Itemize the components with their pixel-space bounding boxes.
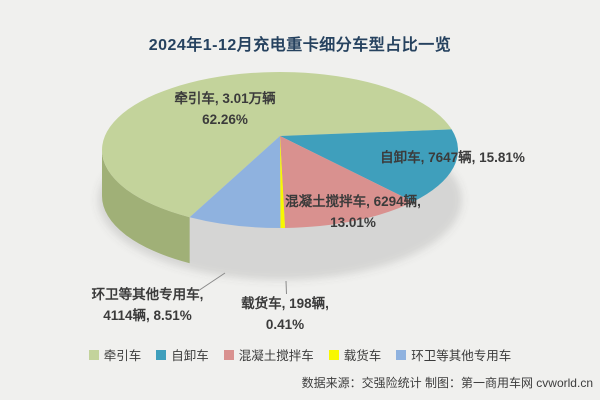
pie-slice-4 — [189, 136, 281, 229]
legend-label: 载货车 — [343, 349, 382, 363]
legend-item-3: 载货车 — [328, 345, 382, 364]
legend-item-4: 环卫等其他专用车 — [396, 345, 511, 364]
pie-slice-2 — [280, 136, 414, 228]
leader-sanitation-line — [197, 272, 226, 292]
leader-cargo-line — [285, 280, 287, 295]
legend-label: 环卫等其他专用车 — [411, 349, 512, 363]
legend-label: 混凝土搅拌车 — [238, 349, 314, 363]
legend-item-1: 自卸车 — [156, 345, 209, 364]
legend-item-2: 混凝土搅拌车 — [223, 345, 314, 364]
legend-label: 自卸车 — [171, 349, 209, 363]
legend-swatch-icon — [156, 349, 167, 360]
chart-title: 2024年1-12月充电重卡细分车型占比一览 — [148, 37, 452, 54]
label-concrete-mixer-line2: 13.01% — [330, 215, 376, 230]
label-sanitation-special-line1: 环卫等其他专用车, — [91, 287, 204, 302]
legend-swatch-icon — [223, 349, 234, 360]
label-sanitation-special-line2: 4114辆, 8.51% — [103, 308, 192, 323]
pie-slice-3 — [280, 136, 286, 228]
label-sanitation-special: 环卫等其他专用车, 4114辆, 8.51% — [55, 284, 240, 326]
label-tractor-line2: 62.26% — [202, 112, 248, 127]
legend-swatch-icon — [88, 349, 99, 360]
label-concrete-mixer-line1: 混凝土搅拌车, 6294辆, — [285, 194, 421, 209]
legend-swatch-icon — [396, 349, 407, 360]
pie-slice-0 — [102, 72, 452, 218]
label-cargo-truck-line1: 载货车, 198辆, — [241, 296, 329, 311]
pie-slice-1 — [280, 129, 459, 202]
label-cargo-truck: 载货车, 198辆, 0.41% — [215, 293, 355, 335]
label-tractor-line1: 牵引车, 3.01万辆 — [174, 91, 276, 106]
label-dump-truck: 自卸车, 7647辆, 15.81% — [370, 147, 535, 168]
legend-item-0: 牵引车 — [88, 345, 142, 364]
legend: 牵引车 自卸车 混凝土搅拌车 载货车 环卫等其他专用车 — [0, 345, 600, 364]
label-cargo-truck-line2: 0.41% — [265, 317, 305, 332]
pie-slice-side-0 — [102, 150, 190, 264]
label-dump-truck-line1: 自卸车, 7647辆, 15.81% — [380, 150, 525, 165]
data-source-note: 数据来源：交强险统计 制图：第一商用车网 cvworld.cn — [301, 376, 593, 390]
legend-swatch-icon — [328, 349, 339, 360]
legend-label: 牵引车 — [103, 349, 142, 363]
label-tractor: 牵引车, 3.01万辆 62.26% — [115, 88, 335, 130]
label-concrete-mixer: 混凝土搅拌车, 6294辆, 13.01% — [278, 191, 428, 233]
